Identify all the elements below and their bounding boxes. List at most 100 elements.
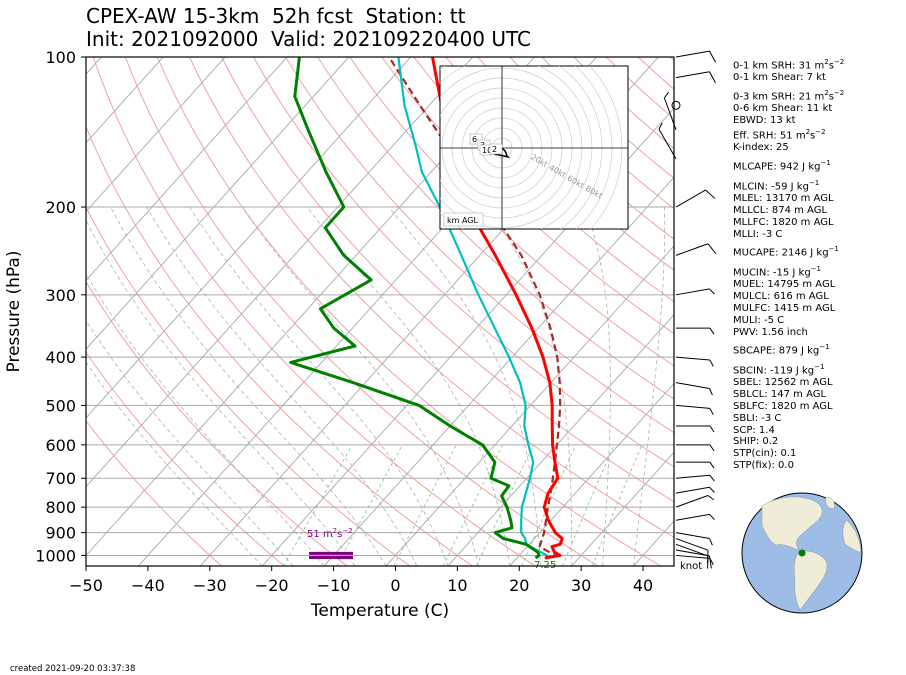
parameter-row: MULI: -5 C — [733, 315, 844, 327]
y-tick-label: 100 — [45, 48, 76, 67]
parameter-unit-exponent: −2 — [815, 128, 826, 137]
dry-adiabat — [445, 57, 674, 271]
moist-adiabat — [86, 361, 263, 566]
moist-adiabat — [306, 206, 511, 566]
hodograph-height-box — [469, 133, 483, 145]
parameter-row: MLLCL: 874 m AGL — [733, 205, 844, 217]
dry-adiabat — [86, 125, 473, 566]
wind-barb — [676, 461, 715, 469]
wind-barb — [675, 538, 709, 563]
parameter-row: 0-1 km Shear: 7 kt — [733, 72, 844, 84]
parameter-text: 0-1 km SRH: 31 m — [733, 60, 825, 72]
dry-adiabat — [86, 351, 285, 566]
parameter-row: MLEL: 13170 m AGL — [733, 193, 844, 205]
y-tick-label: 700 — [45, 469, 76, 488]
parameter-unit-exponent: −1 — [808, 178, 820, 187]
moist-adiabat — [110, 206, 387, 566]
isotherm — [447, 313, 674, 566]
isotherm — [86, 57, 474, 488]
wind-barb — [675, 382, 713, 396]
wind-barb — [658, 122, 677, 159]
y-tick-label: 200 — [45, 198, 76, 217]
wind-barb — [675, 474, 715, 482]
chart-title-line-2: Init: 2021092000 Valid: 202109220400 UTC — [86, 27, 532, 51]
parameter-text: SBLFC: 1820 m AGL — [733, 400, 833, 412]
parameter-text: STP(fix): 0.0 — [733, 460, 794, 472]
dry-adiabat — [349, 57, 674, 367]
parameter-unit: s — [828, 60, 834, 72]
dry-adiabat — [92, 57, 536, 566]
x-tick-label: −30 — [193, 576, 227, 595]
x-tick-label: 10 — [447, 576, 467, 595]
x-tick-label: −40 — [131, 576, 165, 595]
parameter-text: MUEL: 14795 m AGL — [733, 278, 836, 290]
parameter-row: SBLFC: 1820 m AGL — [733, 401, 844, 413]
parameter-text: MULCL: 616 m AGL — [733, 290, 829, 302]
x-tick-label: −10 — [317, 576, 351, 595]
parameter-text: SBCAPE: 879 J kg — [733, 345, 820, 357]
plot-area — [86, 57, 674, 566]
parameter-row: MLLI: -3 C — [733, 229, 844, 241]
parameter-unit: s — [810, 130, 816, 142]
parameter-text: K-index: 25 — [733, 142, 789, 154]
parameter-unit-exponent: −2 — [833, 58, 845, 66]
parameter-text: PWV: 1.56 inch — [733, 326, 808, 338]
moist-adiabat — [86, 219, 356, 566]
parameter-text: SBEL: 12562 m AGL — [733, 376, 833, 388]
parameter-row: MULCL: 616 m AGL — [733, 291, 844, 303]
dry-adiabat — [413, 57, 674, 303]
hodograph-corner-label: km AGL — [447, 216, 479, 225]
parameter-row: MLCAPE: 942 J kg−1 — [733, 158, 844, 173]
isotherm — [86, 57, 412, 419]
parameter-unit-exponent: 2 — [805, 128, 811, 137]
mixing-ratio-line — [562, 444, 615, 566]
hodograph-frame — [439, 65, 629, 230]
moist-adiabat — [241, 206, 480, 566]
parameter-row: SBLI: -3 C — [733, 413, 844, 425]
station-marker — [798, 549, 806, 557]
x-axis-label: Temperature (C) — [310, 601, 449, 621]
hodograph-height-box — [489, 143, 503, 155]
parameter-text: 0-6 km Shear: 11 kt — [733, 103, 833, 115]
parameter-unit-exponent: −1 — [810, 264, 822, 273]
parameter-row: SBLCL: 147 m AGL — [733, 389, 844, 401]
parameter-row: STP(fix): 0.0 — [733, 460, 844, 472]
wind-barb — [676, 327, 715, 335]
parameter-text: MLEL: 13170 m AGL — [733, 192, 834, 204]
chart-title-line-1: CPEX-AW 15-3km 52h fcst Station: tt — [86, 4, 466, 28]
parameter-unit-exponent: 2 — [824, 89, 829, 98]
parameter-text: 0-3 km SRH: 21 m — [733, 91, 825, 103]
wind-barb — [675, 50, 716, 63]
parameter-row: SBCIN: -119 J kg−1 — [733, 362, 844, 377]
locator-globe — [741, 492, 863, 614]
y-axis-label: Pressure (hPa) — [4, 251, 24, 373]
parameter-row: Eff. SRH: 51 m2s−2 — [733, 127, 844, 142]
parameter-text: SBLI: -3 C — [733, 412, 782, 424]
moist-adiabat — [86, 319, 294, 566]
sounding-parameters-panel: 0-1 km SRH: 31 m2s−2 0-1 km Shear: 7 kt 0-… — [733, 57, 844, 472]
wind-barb — [671, 100, 681, 110]
y-tick-label: 500 — [45, 396, 76, 415]
parameter-row: EBWD: 13 kt — [733, 115, 844, 127]
greenland-shape — [825, 496, 835, 509]
x-tick-label: 40 — [633, 576, 653, 595]
parameter-row: STP(cin): 0.1 — [733, 448, 844, 460]
parameter-row: SHIP: 0.2 — [733, 436, 844, 448]
parameter-row: 0-3 km SRH: 21 m2s−2 — [733, 88, 844, 103]
y-tick-label: 600 — [45, 436, 76, 455]
isotherm — [323, 176, 674, 566]
parameter-row: SBCAPE: 879 J kg−1 — [733, 342, 844, 357]
parameter-row: MULFC: 1415 m AGL — [733, 303, 844, 315]
isotherm — [86, 57, 226, 213]
moist-adiabat — [486, 206, 573, 566]
parameter-text: SCP: 1.4 — [733, 424, 775, 436]
parameter-row: 0-1 km SRH: 31 m2s−2 — [733, 57, 844, 72]
y-tick-label: 1000 — [35, 546, 76, 565]
wind-barb — [663, 91, 677, 131]
parameter-row: MLLFC: 1820 m AGL — [733, 217, 844, 229]
wind-barb — [675, 486, 715, 494]
isotherm — [86, 57, 164, 144]
dry-adiabat — [381, 57, 674, 335]
y-tick-label: 300 — [45, 286, 76, 305]
